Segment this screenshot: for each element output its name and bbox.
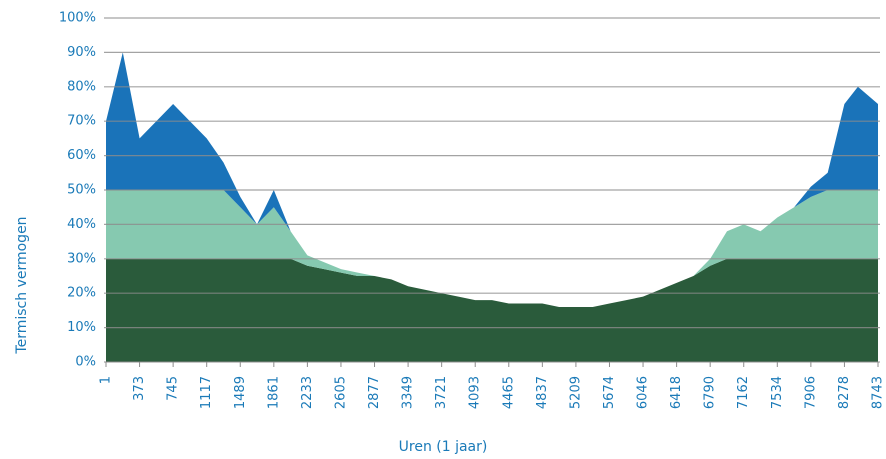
- x-tick-label: 4465: [501, 376, 516, 409]
- x-tick-label: 745: [166, 376, 181, 401]
- x-tick-label: 8278: [837, 376, 852, 409]
- x-tick-label: 1489: [233, 376, 248, 409]
- x-tick-label: 8743: [871, 376, 886, 409]
- x-tick-label: 3349: [401, 376, 416, 409]
- y-axis-title: Termisch vermogen: [14, 216, 30, 354]
- x-tick-label: 5209: [568, 376, 583, 409]
- x-tick-label: 4093: [468, 376, 483, 409]
- y-tick-label: 40%: [67, 217, 96, 232]
- area: [106, 258, 878, 362]
- x-tick-label: 7534: [770, 376, 785, 409]
- x-tick-label: 1861: [266, 376, 281, 409]
- x-tick-label: 7162: [736, 376, 751, 409]
- x-tick-label: 4837: [535, 376, 550, 409]
- y-tick-label: 20%: [67, 286, 96, 301]
- y-tick-label: 0%: [75, 355, 96, 370]
- x-axis-title: Uren (1 jaar): [399, 439, 488, 455]
- x-tick-label: 7906: [803, 376, 818, 409]
- y-tick-label: 10%: [67, 320, 96, 335]
- x-tick-label: 6418: [669, 376, 684, 409]
- x-tick-label: 6790: [703, 376, 718, 409]
- x-tick-label: 2233: [300, 376, 315, 409]
- x-tick-label: 1: [99, 376, 114, 384]
- y-tick-label: 30%: [67, 251, 96, 266]
- y-tick-label: 100%: [59, 11, 96, 26]
- y-tick-label: 70%: [67, 114, 96, 129]
- area: [106, 190, 878, 307]
- x-tick-label: 2877: [367, 376, 382, 409]
- x-tick-label: 373: [132, 376, 147, 401]
- x-tick-label: 6046: [636, 376, 651, 409]
- x-tick-label: 3721: [434, 376, 449, 409]
- y-tick-label: 90%: [67, 45, 96, 60]
- y-tick-label: 80%: [67, 79, 96, 94]
- y-tick-label: 60%: [67, 148, 96, 163]
- x-tick-label: 1117: [199, 376, 214, 409]
- x-tick-label: 2605: [333, 376, 348, 409]
- x-tick-label: 5674: [602, 376, 617, 409]
- y-tick-label: 50%: [67, 183, 96, 198]
